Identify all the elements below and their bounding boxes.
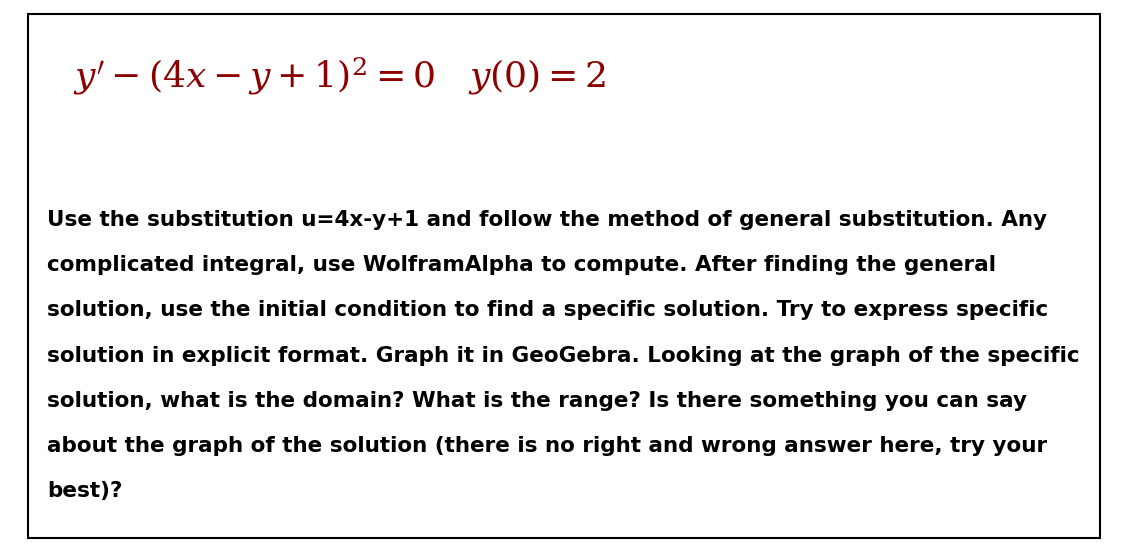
Text: about the graph of the solution (there is no right and wrong answer here, try yo: about the graph of the solution (there i… xyxy=(47,436,1048,456)
Text: solution in explicit format. Graph it in GeoGebra. Looking at the graph of the s: solution in explicit format. Graph it in… xyxy=(47,346,1079,365)
Text: complicated integral, use WolframAlpha to compute. After finding the general: complicated integral, use WolframAlpha t… xyxy=(47,255,996,275)
FancyBboxPatch shape xyxy=(28,14,1100,538)
Text: solution, use the initial condition to find a specific solution. Try to express : solution, use the initial condition to f… xyxy=(47,300,1049,320)
Text: best)?: best)? xyxy=(47,481,123,501)
Text: Use the substitution u=4x-y+1 and follow the method of general substitution. Any: Use the substitution u=4x-y+1 and follow… xyxy=(47,210,1048,230)
Text: solution, what is the domain? What is the range? Is there something you can say: solution, what is the domain? What is th… xyxy=(47,391,1028,411)
Text: $y' - (4x - y + 1)^2 = 0 \quad y(0) = 2$: $y' - (4x - y + 1)^2 = 0 \quad y(0) = 2$ xyxy=(73,55,607,97)
